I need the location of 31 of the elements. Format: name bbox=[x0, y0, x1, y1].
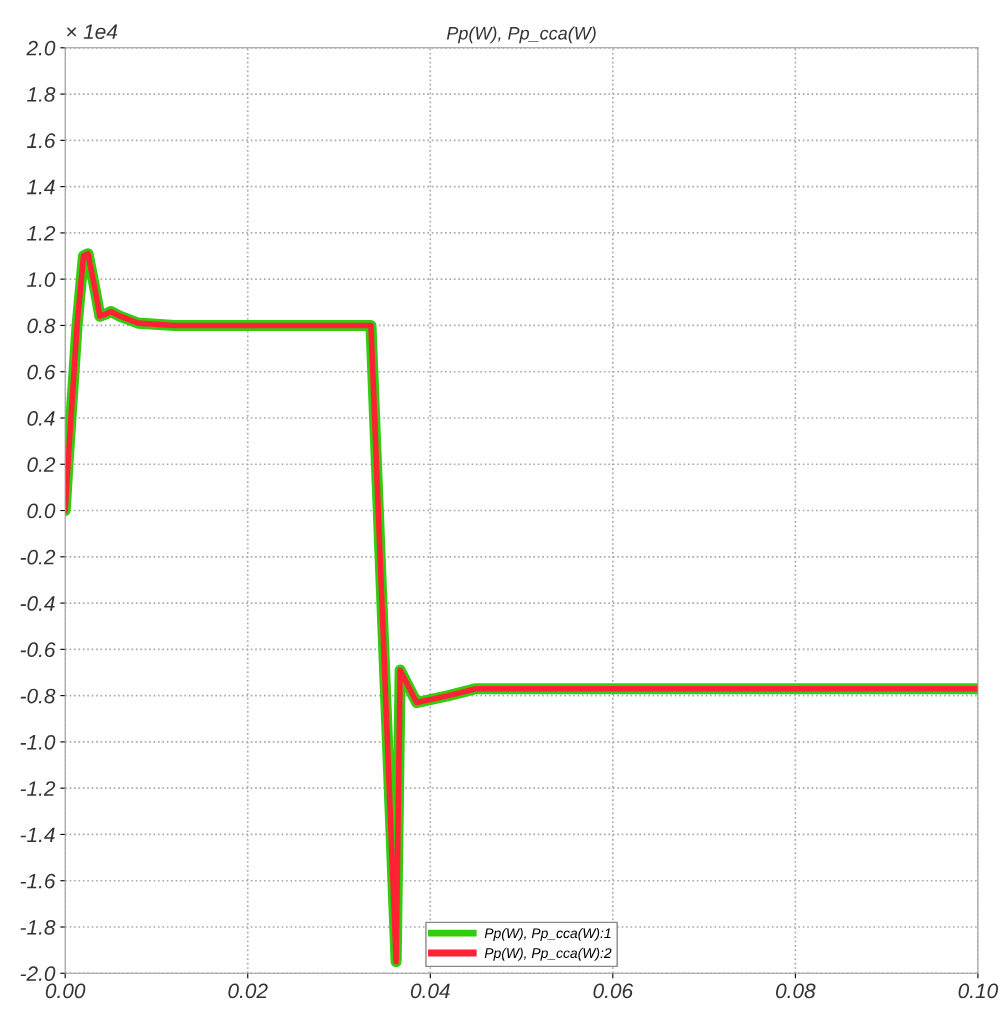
y-tick-label: 0.0 bbox=[27, 503, 56, 519]
y-tick-label: 2.0 bbox=[26, 40, 56, 56]
y-tick-label: -1.8 bbox=[20, 920, 56, 935]
y-tick-label: -1.6 bbox=[20, 873, 56, 889]
y-tick-label: -2.0 bbox=[20, 966, 56, 982]
y-tick-label: -1.4 bbox=[20, 827, 55, 842]
y-tick-label: 0.4 bbox=[27, 410, 55, 426]
legend-label: Pp(W), Pp_cca(W):2 bbox=[484, 947, 612, 961]
y-tick-label: 1.8 bbox=[27, 87, 56, 102]
x-tick-label: 0.04 bbox=[410, 983, 450, 999]
y-tick-label: 1.4 bbox=[27, 179, 55, 195]
x-tick-label: 0.10 bbox=[958, 983, 999, 999]
x-tick-label: 0.06 bbox=[593, 983, 634, 999]
x-tick-label: 0.08 bbox=[776, 983, 816, 999]
legend-label: Pp(W), Pp_cca(W):1 bbox=[484, 927, 611, 941]
y-tick-label: -0.6 bbox=[20, 642, 56, 658]
y-tick-label: 0.2 bbox=[27, 457, 56, 473]
chart-title: Pp(W), Pp_cca(W) bbox=[446, 26, 596, 44]
y-tick-label: 0.8 bbox=[27, 318, 56, 334]
y-tick-label: 1.6 bbox=[27, 133, 56, 149]
text: × 1e4 bbox=[66, 24, 118, 40]
y-tick-label: 1.2 bbox=[27, 225, 56, 241]
y-tick-label: -0.2 bbox=[20, 549, 56, 565]
x-tick-label: 0.00 bbox=[45, 983, 86, 999]
y-tick-label: -1.2 bbox=[20, 781, 56, 796]
y-tick-label: -0.4 bbox=[20, 596, 55, 611]
y-tick-label: -0.8 bbox=[20, 688, 56, 704]
y-tick-label: -1.0 bbox=[20, 734, 56, 750]
y-tick-label: 1.0 bbox=[27, 272, 56, 287]
y-tick-label: 0.6 bbox=[27, 364, 56, 380]
x-tick-label: 0.02 bbox=[228, 983, 268, 999]
